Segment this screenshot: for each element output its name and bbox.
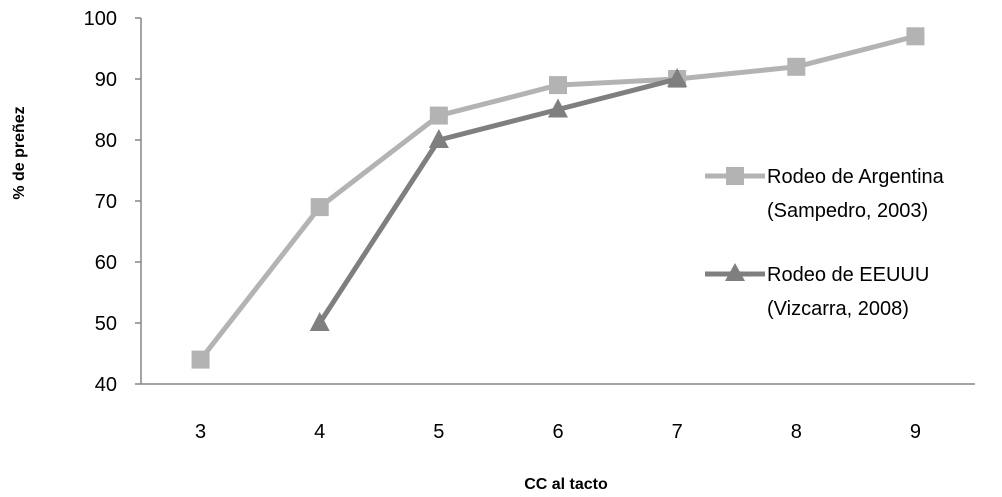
legend-label-argentina: Rodeo de Argentina [767, 166, 945, 188]
y-tick-label: 90 [95, 69, 117, 91]
x-tick-label: 4 [314, 421, 325, 443]
x-tick-label: 6 [552, 421, 563, 443]
legend-marker-triangle [725, 263, 745, 281]
y-axis-title: % de preñez [11, 106, 28, 199]
legend-marker-square [726, 167, 744, 185]
x-tick-label: 9 [910, 421, 921, 443]
legend-entry-eeuu: Rodeo de EEUUU (Vizcarra, 2008) [705, 263, 929, 320]
y-tick-labels: 40 50 60 70 80 90 100 [84, 8, 141, 396]
data-point-triangle [428, 129, 449, 148]
y-tick-label: 100 [84, 8, 117, 30]
data-point-square [906, 27, 925, 46]
data-point-triangle [548, 98, 568, 118]
x-tick-label: 7 [672, 421, 683, 443]
y-tick-label: 60 [95, 252, 117, 274]
data-point-triangle [667, 68, 688, 87]
legend-entry-argentina: Rodeo de Argentina (Sampedro, 2003) [705, 166, 945, 222]
data-point-triangle [309, 312, 330, 331]
x-tick-label: 8 [791, 421, 802, 443]
y-tick-label: 40 [95, 374, 117, 396]
data-point-square [787, 57, 806, 76]
series-layer [191, 27, 925, 369]
x-tick-labels: 3 4 5 6 7 8 9 [195, 421, 921, 443]
y-tick-label: 50 [95, 313, 117, 335]
legend-sublabel-argentina: (Sampedro, 2003) [767, 200, 928, 222]
data-point-square [310, 198, 329, 217]
series-line-1 [317, 76, 678, 325]
legend-sublabel-eeuu: (Vizcarra, 2008) [767, 298, 909, 320]
legend: Rodeo de Argentina (Sampedro, 2003) Rode… [705, 166, 945, 320]
x-tick-label: 3 [195, 421, 206, 443]
x-axis-title: CC al tacto [524, 476, 608, 493]
data-point-square [429, 106, 448, 125]
data-point-square [549, 76, 567, 95]
x-tick-label: 5 [433, 421, 444, 443]
y-tick-label: 80 [95, 130, 117, 152]
y-tick-label: 70 [95, 191, 117, 213]
legend-label-eeuu: Rodeo de EEUUU [767, 264, 929, 286]
data-point-square [191, 350, 210, 369]
